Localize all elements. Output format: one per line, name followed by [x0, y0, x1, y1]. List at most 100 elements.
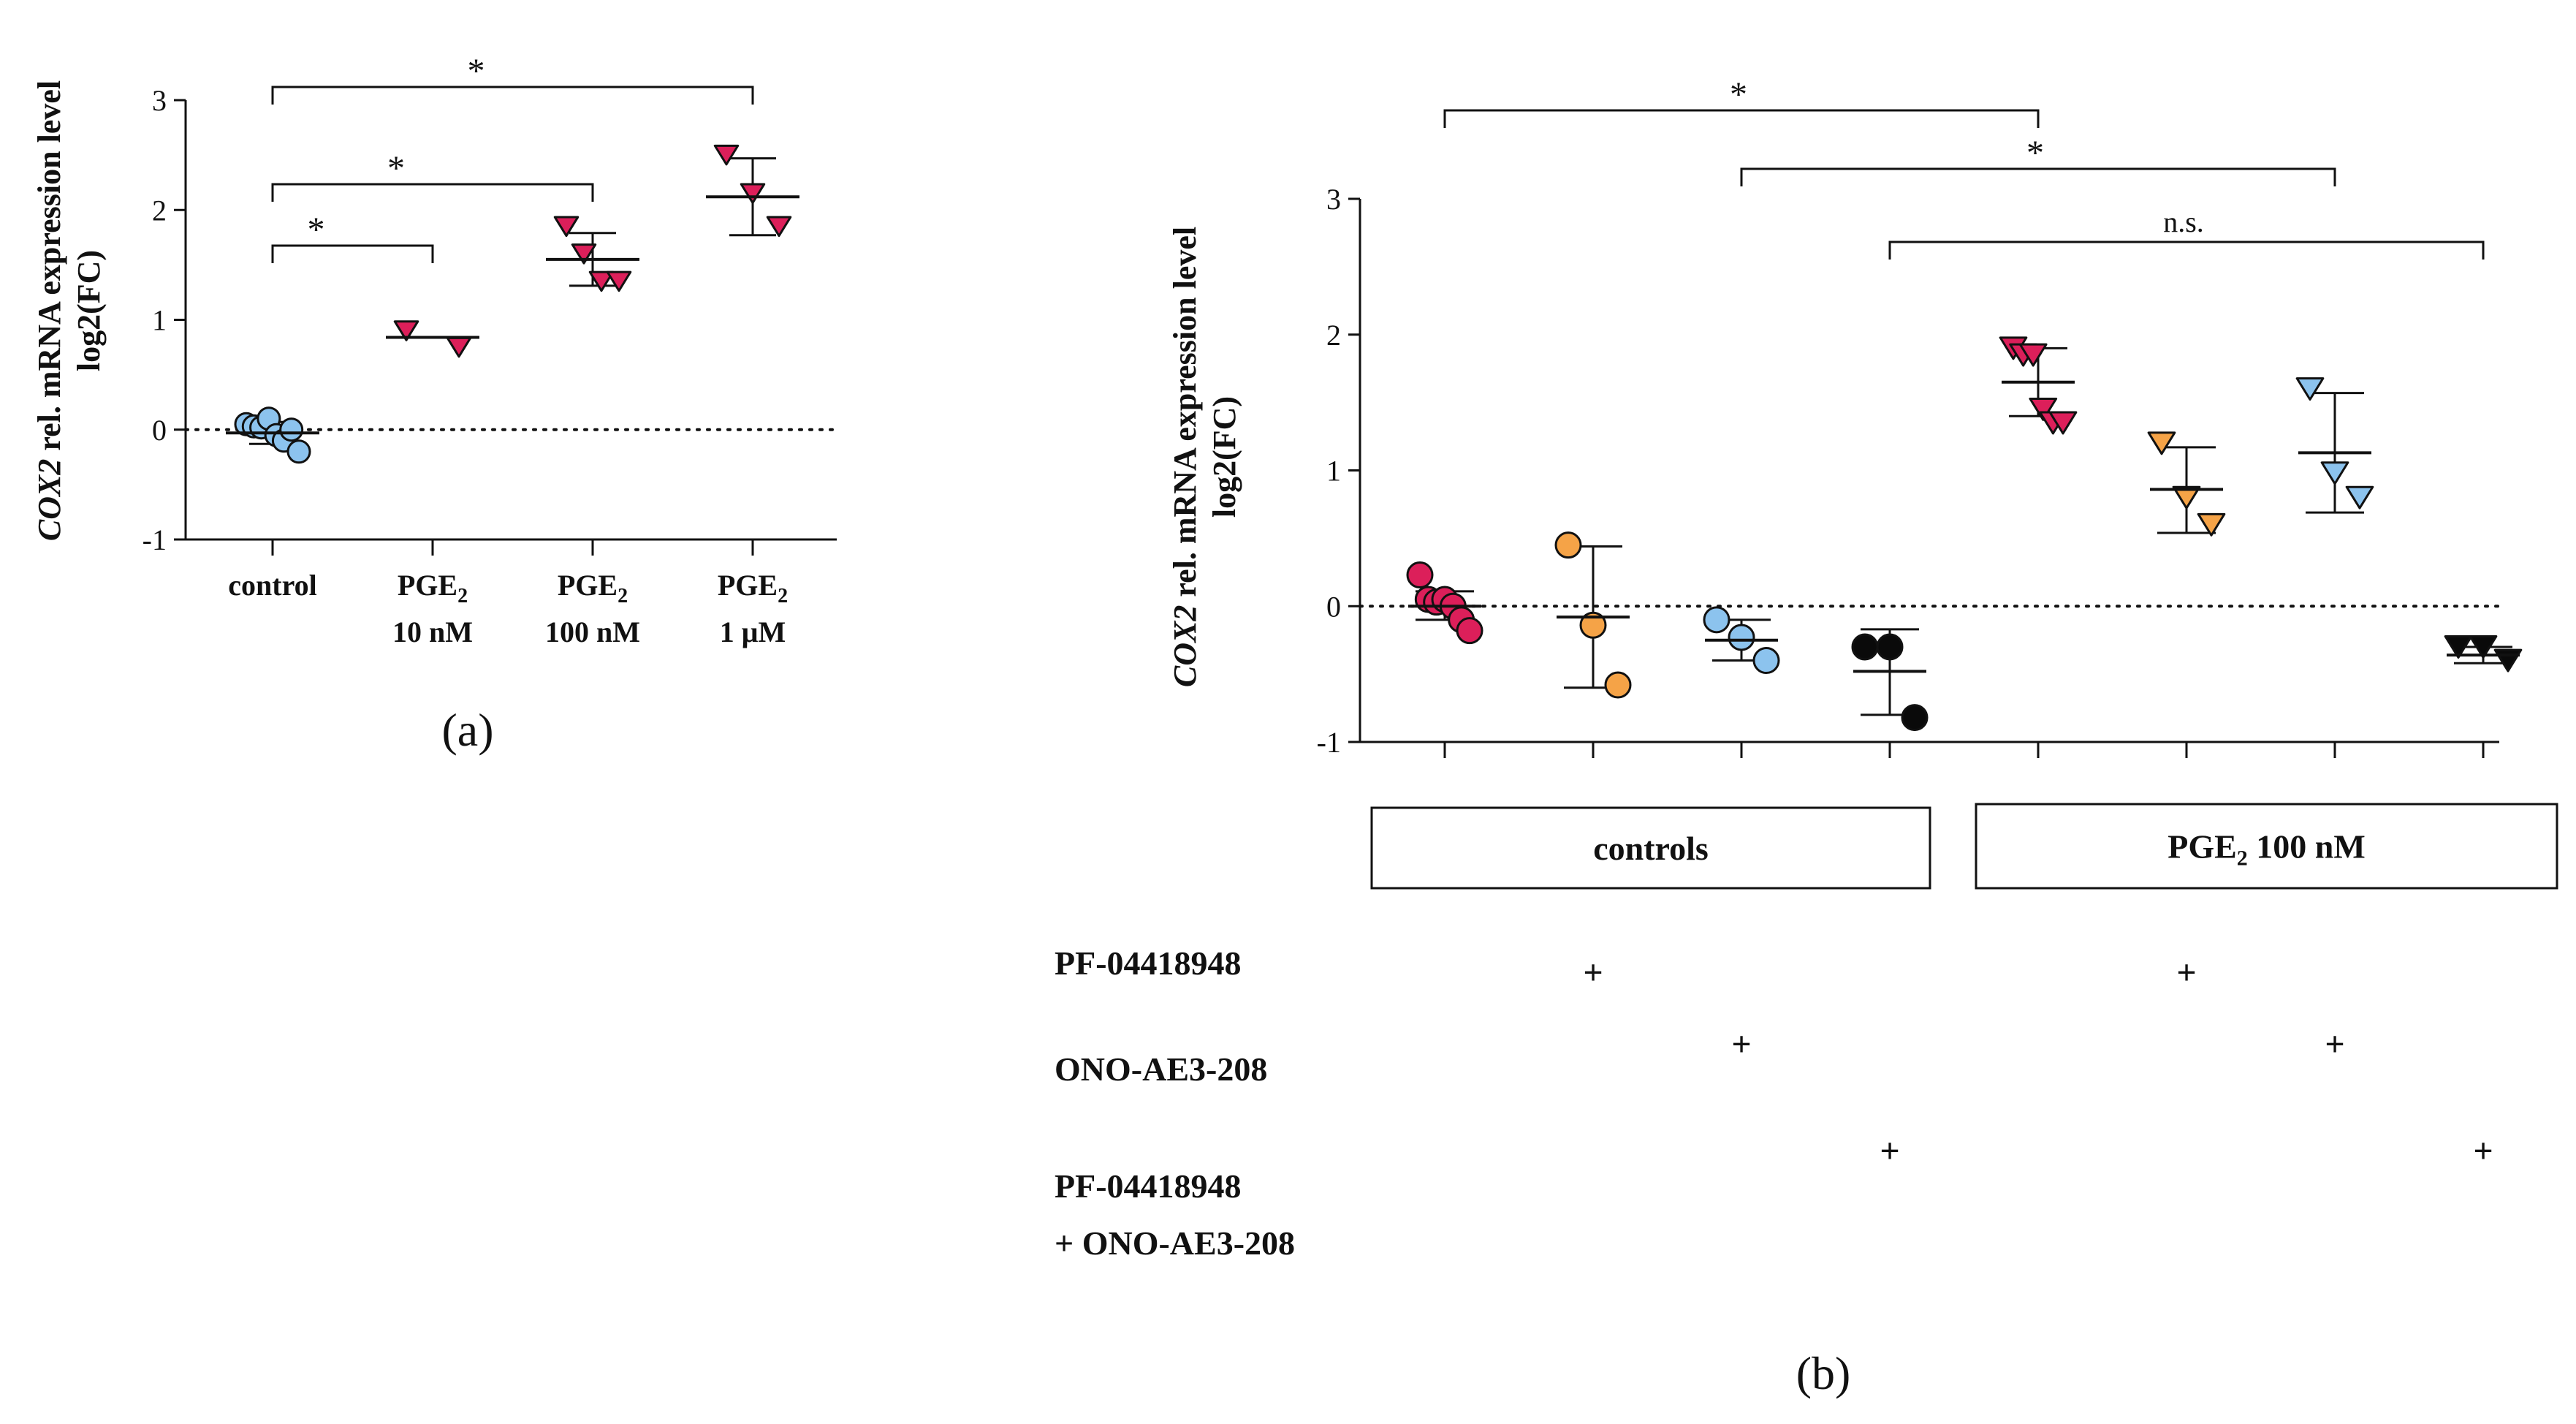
significance-label: *: [468, 52, 485, 91]
data-point: [2018, 343, 2048, 367]
y-axis-label-rest: rel. mRNA expression level: [31, 80, 67, 459]
treatment-label: PF-04418948: [1055, 1167, 1242, 1205]
treatment-label: ONO-AE3-208: [1055, 1050, 1267, 1088]
series-0: [1406, 561, 1483, 645]
data-point: [571, 243, 597, 265]
panel-a-chart: -1 0 1 2 3 COX2 rel. mRNA expression level log…: [31, 52, 838, 756]
series-1: [1554, 531, 1632, 699]
x-category-label: control: [228, 569, 316, 602]
series-7: [2444, 635, 2523, 673]
significance-bracket: [271, 86, 754, 105]
y-axis-label: COX2 rel. mRNA expression level: [1167, 227, 1203, 687]
data-point: [1851, 633, 1879, 661]
y-tick-label: -1: [143, 523, 167, 556]
data-point: [1406, 561, 1434, 589]
data-point: [286, 439, 311, 464]
series-0: [226, 406, 319, 464]
significance-bracket: [1740, 167, 2336, 186]
group-label-text: controls: [1593, 830, 1709, 867]
x-category-label-line1: PGE: [398, 569, 457, 602]
series-5: [2147, 431, 2226, 537]
panel-b-chart: -1 0 1 2 3 COX2 rel. mRNA expression level log…: [1055, 75, 2558, 1399]
data-point: [1901, 704, 1929, 732]
treatment-label: PF-04418948: [1055, 944, 1242, 982]
x-category-label-line1: control: [228, 569, 316, 602]
treatment-plus: +: [1880, 1132, 1899, 1170]
series-1: [386, 320, 479, 358]
group-label: PGE2 100 nM: [2167, 828, 2366, 871]
y-tick-label: 1: [152, 304, 167, 337]
significance-bracket: [271, 244, 434, 263]
x-category-label-line1: PGE: [558, 569, 618, 602]
treatment-plus: +: [2473, 1132, 2493, 1170]
y-tick-label: 0: [152, 414, 167, 447]
data-point: [588, 270, 615, 292]
x-category-label: PGE2: [558, 569, 628, 607]
treatment-plus: +: [1731, 1025, 1751, 1064]
data-point: [2444, 635, 2473, 659]
panel-label-b: (b): [1796, 1347, 1851, 1399]
data-point: [1703, 606, 1730, 634]
data-point: [1752, 647, 1780, 675]
group-label-text: PGE: [2167, 828, 2237, 866]
significance-bracket: [1443, 109, 2040, 128]
group-box-1: [1975, 803, 2558, 890]
series-2: [1703, 606, 1780, 675]
x-category-label-line2: 10 nM: [392, 616, 473, 648]
series-3: [706, 144, 799, 238]
group-label-rest: 100 nM: [2248, 828, 2366, 866]
data-point: [1728, 624, 1755, 651]
y-tick-label: -1: [1317, 726, 1341, 759]
panel-label-a: (a): [441, 704, 493, 756]
data-point: [2345, 485, 2374, 510]
x-category-label-line1: PGE: [718, 569, 778, 602]
data-point: [740, 183, 766, 204]
data-point: [1876, 633, 1904, 661]
y-axis-label-line2: log2(FC): [1207, 396, 1242, 518]
data-point: [1456, 617, 1483, 645]
data-point: [2493, 648, 2523, 673]
series-2: [546, 216, 639, 292]
significance-label: n.s.: [2163, 205, 2204, 238]
data-point: [2029, 397, 2058, 421]
x-category-label: PGE2: [398, 569, 468, 607]
treatment-plus: +: [2325, 1025, 2344, 1064]
y-tick-label: 2: [1326, 319, 1341, 352]
x-category-label: PGE2: [718, 569, 788, 607]
data-point: [2147, 431, 2176, 455]
y-tick-label: 2: [152, 194, 167, 227]
data-point: [2295, 377, 2325, 401]
data-point: [1579, 611, 1607, 639]
significance-bracket: [1888, 241, 2485, 260]
data-point: [2320, 461, 2349, 485]
treatment-plus: +: [2176, 953, 2196, 992]
group-label-subscript: 2: [2237, 847, 2248, 871]
significance-label: *: [1730, 75, 1747, 114]
y-tick-label: 1: [1326, 455, 1341, 488]
x-category-label-subscript: 2: [618, 585, 628, 607]
data-point: [1604, 671, 1632, 699]
data-point: [279, 417, 304, 442]
data-point: [766, 216, 792, 238]
x-category-label-line2: 100 nM: [545, 616, 640, 648]
data-point: [1554, 531, 1582, 559]
x-category-label-line2: 1 μM: [720, 616, 786, 648]
y-tick-label: 3: [1326, 183, 1341, 216]
y-tick-label: 3: [152, 84, 167, 117]
y-axis-label-line2: log2(FC): [71, 250, 107, 371]
data-point: [446, 336, 472, 358]
y-axis-label-italic: COX2: [31, 459, 67, 541]
group-label: controls: [1593, 830, 1709, 867]
y-axis-label: COX2 rel. mRNA expression level: [31, 80, 67, 541]
treatment-plus: +: [1583, 953, 1603, 992]
y-axis-label-rest: rel. mRNA expression level: [1167, 227, 1203, 605]
treatment-label-line2: + ONO-AE3-208: [1055, 1224, 1295, 1262]
significance-label: *: [387, 149, 405, 188]
significance-label: *: [308, 211, 325, 249]
significance-label: *: [2026, 134, 2044, 173]
y-axis-label-italic: COX2: [1167, 605, 1203, 687]
data-point: [713, 144, 740, 166]
group-box-0: [1370, 806, 1931, 890]
data-point: [2469, 635, 2498, 659]
